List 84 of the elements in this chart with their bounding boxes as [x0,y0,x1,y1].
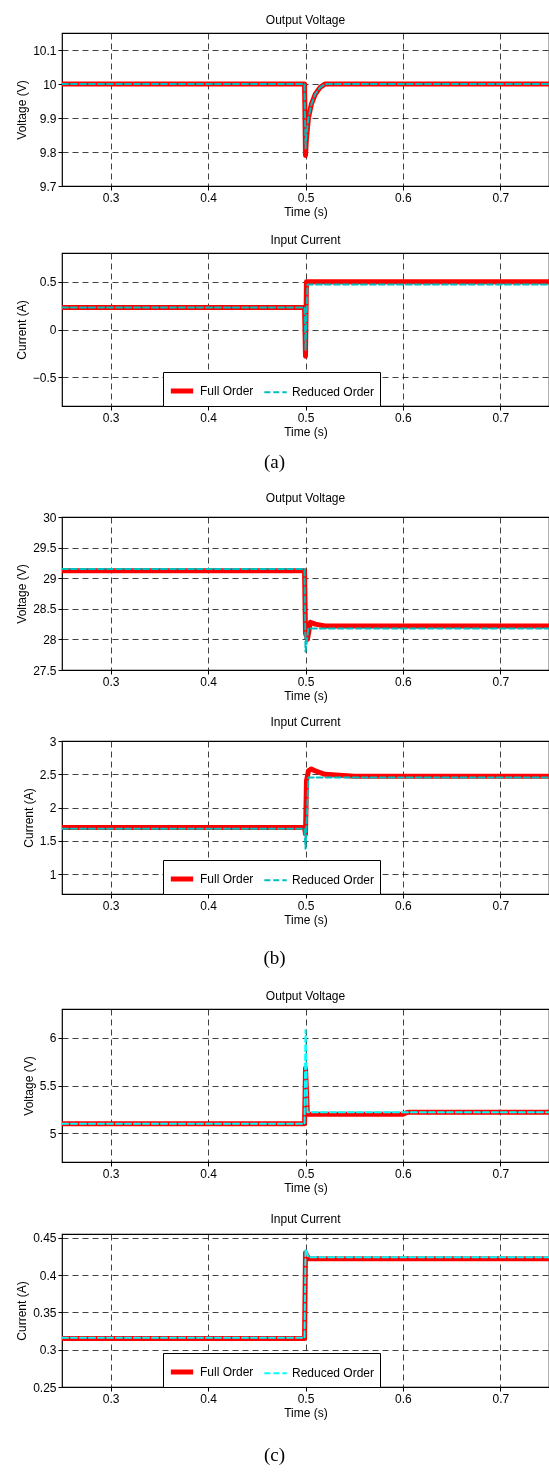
x-tick-label: 0.7 [492,898,510,913]
y-tick-label: 28 [43,632,57,647]
y-tick-label: 3 [49,734,57,749]
y-tick-label: 29.5 [33,541,57,556]
y-tick-label: 6 [49,1031,57,1046]
y-tick-label: 5 [49,1126,57,1141]
y-tick-label: 5.5 [39,1079,57,1093]
y-tick-label: 0.5 [39,275,57,290]
x-tick-label: 0.5 [297,898,315,913]
x-tick-label: 0.4 [200,674,218,689]
x-tick-label: 0.6 [395,898,413,913]
y-tick-label: 10 [43,77,57,92]
y-axis-title: Current (A) [15,1281,30,1341]
y-axis-title: Current (A) [14,300,29,360]
chart-title: Output Voltage [265,491,346,505]
y-tick-label: 29 [43,571,57,586]
x-tick-label: 0.4 [200,898,218,913]
x-tick-label: 0.6 [395,190,413,205]
x-tick-label: 0.6 [395,1391,413,1406]
y-tick-label: 2.5 [39,767,57,782]
x-tick-label: 0.7 [492,674,510,689]
x-tick-label: 0.3 [102,898,120,913]
x-tick-label: 0.7 [492,190,510,205]
x-tick-label: 0.5 [297,1166,315,1181]
y-tick-label: 0.45 [33,1231,57,1246]
y-tick-label: 9.7 [39,179,57,194]
legend-label: Full Order [200,872,254,886]
x-tick-label: 0.5 [297,410,315,425]
x-tick-label: 0.6 [395,674,413,689]
y-tick-label: 9.9 [39,111,57,126]
y-tick-label: 0.3 [39,1343,57,1358]
legend-label: Reduced Order [292,1366,375,1381]
x-axis-title: Time (s) [284,204,328,219]
legend-label: Full Order [200,1365,254,1379]
x-tick-label: 0.6 [395,410,413,425]
y-axis-title: Current (A) [21,788,36,848]
x-tick-label: 0.6 [395,1166,413,1181]
y-tick-label: 1.5 [39,834,57,849]
y-tick-label: 10.1 [33,43,57,58]
x-tick-label: 0.7 [492,1391,510,1406]
x-axis-title: Time (s) [284,912,328,927]
chart-title: Input Current [270,715,342,729]
text: (c) [262,1444,287,1466]
y-tick-label: 0.35 [33,1305,57,1320]
x-tick-label: 0.4 [200,1166,218,1181]
y-tick-label: 1 [49,867,57,882]
y-tick-label: 0.25 [33,1380,57,1395]
x-tick-label: 0.7 [492,1166,510,1181]
x-tick-label: 0.4 [200,190,218,205]
x-axis-title: Time (s) [284,1405,328,1420]
x-tick-label: 0.3 [102,1391,120,1406]
legend-label: Full Order [200,384,254,398]
legend-label: Reduced Order [292,873,375,888]
chart-title: Input Current [270,1211,342,1226]
x-tick-label: 0.5 [297,674,315,689]
y-axis-title: Voltage (V) [15,564,30,624]
x-tick-label: 0.5 [297,190,315,205]
chart-title: Input Current [270,233,342,247]
y-axis-title: Voltage (V) [15,80,30,140]
y-axis-title: Voltage (V) [21,1056,36,1116]
x-axis-title: Time (s) [284,1180,328,1195]
x-tick-label: 0.3 [102,190,120,205]
x-tick-label: 0.5 [297,1391,315,1406]
y-tick-label: 0.4 [39,1268,57,1283]
y-tick-label: 30 [43,510,57,525]
x-axis-title: Time (s) [284,688,328,703]
legend-label: Reduced Order [292,385,375,400]
x-tick-label: 0.3 [102,1166,120,1181]
chart-title: Output Voltage [265,13,346,27]
y-tick-label: 9.8 [39,145,57,160]
x-tick-label: 0.3 [102,674,120,689]
x-tick-label: 0.7 [492,410,510,425]
y-tick-label: 27.5 [33,663,57,678]
y-tick-label: 28.5 [33,602,57,617]
y-tick-label: 0 [49,323,57,337]
x-tick-label: 0.4 [200,410,218,425]
y-tick-label: −0.5 [32,370,57,385]
text: (b) [262,947,287,969]
y-tick-label: 2 [49,801,57,816]
chart-title: Output Voltage [265,989,346,1003]
x-tick-label: 0.3 [102,410,120,425]
x-tick-label: 0.4 [200,1391,218,1406]
x-axis-title: Time (s) [284,424,328,439]
text: (a) [262,451,287,473]
